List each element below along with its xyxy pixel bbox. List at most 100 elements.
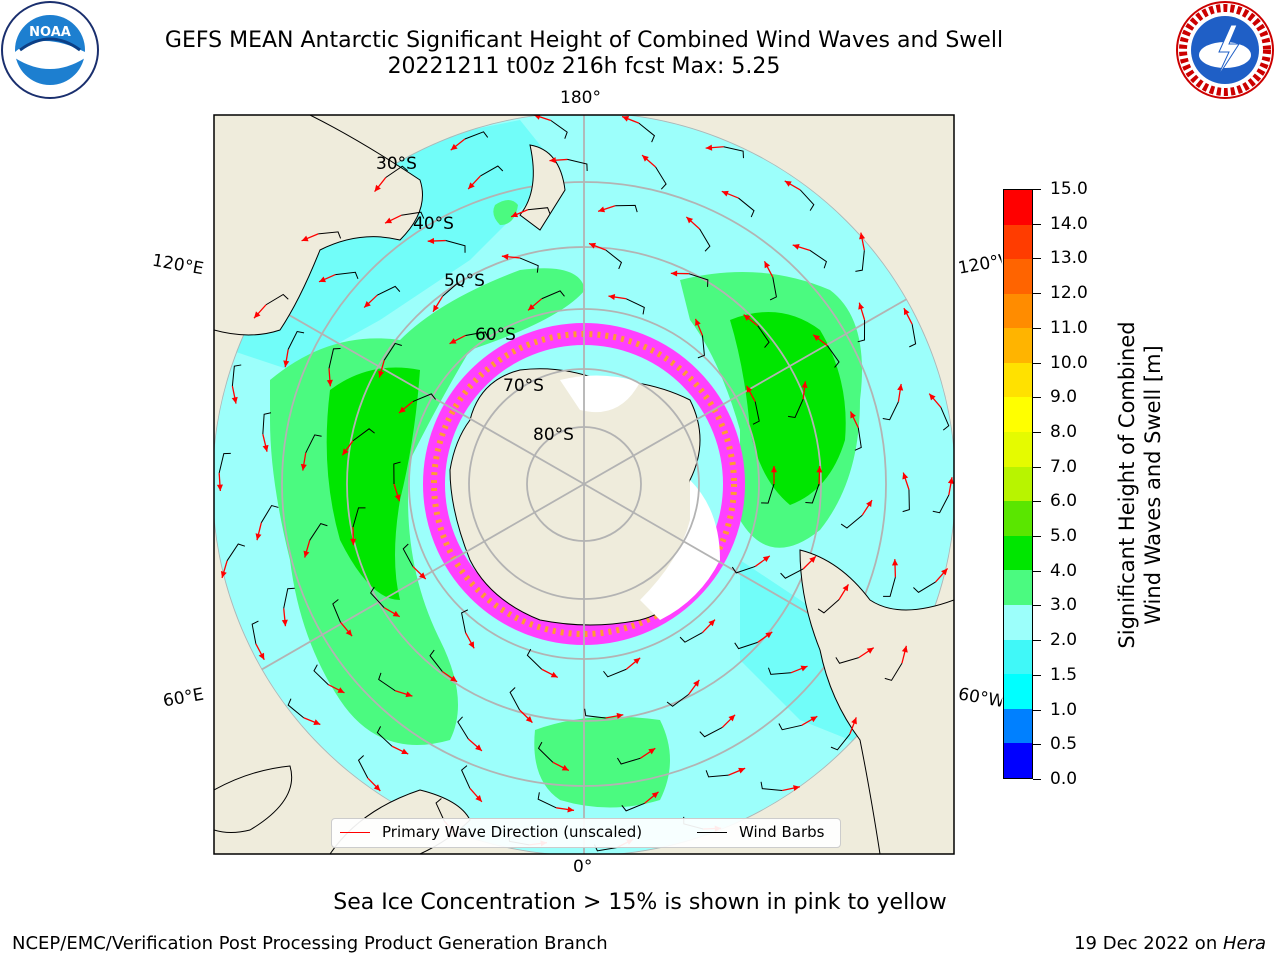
wave-direction-arrowhead: [475, 795, 482, 802]
wind-barb: [809, 249, 828, 269]
colorbar-segment: [1004, 189, 1032, 225]
colorbar-tick-label: 13.0: [1050, 248, 1088, 269]
sea-ice-note: Sea Ice Concentration > 15% is shown in …: [333, 890, 947, 915]
wave-direction-arrowhead: [373, 784, 381, 791]
wave-direction-arrowhead: [326, 379, 333, 387]
colorbar-segment: [1004, 708, 1032, 744]
wind-barb: [817, 599, 840, 614]
wave-direction-arrowhead: [816, 466, 823, 473]
wind-barb: [429, 649, 443, 672]
wave-direction-arrowhead: [762, 555, 770, 563]
colorbar-segment: [1004, 224, 1032, 260]
wave-direction-arrowhead: [216, 484, 223, 492]
wave-direction-arrowhead: [648, 748, 656, 755]
wind-barb: [616, 757, 641, 765]
chart-subtitle: 20221211 t00z 216h fcst Max: 5.25: [387, 54, 781, 79]
wave-region-4-5m-west: [326, 367, 420, 600]
wave-direction-arrowhead: [670, 270, 678, 277]
colorbar-tick: [1033, 431, 1041, 433]
colorbar-tick: [1033, 674, 1041, 676]
colorbar-title-line1: Significant Height of Combined: [1115, 321, 1139, 649]
wind-barb: [537, 741, 554, 763]
wind-barb: [752, 401, 760, 425]
colorbar-tick: [1033, 258, 1041, 260]
wave-direction-arrowhead: [374, 184, 381, 192]
wave-direction-arrowhead: [728, 714, 736, 722]
wave-direction-arrowhead: [262, 444, 269, 452]
wave-direction-arrowhead: [813, 334, 821, 341]
wave-direction-arrowhead: [708, 619, 715, 627]
wave-direction-arrowhead: [281, 619, 288, 627]
wave-direction-arrowhead: [318, 276, 326, 283]
colorbar-tick: [1033, 397, 1041, 399]
wind-barb: [697, 335, 705, 359]
footer-date-text: 19 Dec 2022 on: [1074, 933, 1223, 954]
wave-direction-arrowhead: [897, 383, 904, 391]
wind-barb: [788, 398, 804, 419]
wind-barb: [909, 324, 917, 348]
colorbar-tick-label: 14.0: [1050, 213, 1088, 234]
wave-direction-arrowhead: [929, 393, 936, 401]
colorbar-tick: [1033, 189, 1041, 190]
wave-direction-arrowhead: [598, 206, 606, 213]
wind-barb: [760, 781, 783, 791]
noaa-logo: NOAA: [1, 1, 99, 99]
colorbar-segment: [1004, 674, 1032, 709]
wind-barb: [827, 345, 840, 368]
wind-barb: [805, 483, 820, 504]
wave-direction-arrowhead: [633, 657, 641, 665]
wave-direction-arrowhead: [746, 385, 753, 393]
colorbar-tick-label: 6.0: [1050, 491, 1078, 512]
wave-direction-arrowhead: [891, 559, 899, 566]
wave-direction-arrowhead: [693, 679, 700, 687]
wave-direction-arrowhead: [800, 665, 808, 672]
wave-direction-arrowhead: [793, 785, 800, 792]
wind-barb: [313, 664, 329, 686]
wind-barb: [769, 277, 777, 301]
footer-date: 19 Dec 2022 on Hera: [1074, 933, 1266, 954]
wave-direction-arrowhead: [705, 144, 713, 151]
primary-wave-legend-label: Primary Wave Direction (unscaled): [382, 823, 643, 841]
colorbar-tick-label: 7.0: [1050, 456, 1078, 477]
wind-barb: [767, 667, 791, 675]
wave-direction-arrowhead: [902, 472, 909, 480]
colorbar-tick-label: 0.5: [1050, 734, 1078, 755]
wind-barb: [603, 668, 627, 678]
wave-direction-arrowhead: [534, 115, 541, 120]
colorbar-tick-label: 5.0: [1050, 526, 1078, 547]
wind-barb: [840, 514, 863, 529]
sea-ice-weddell: [640, 480, 720, 620]
colorbar-tick: [1033, 362, 1041, 364]
wave-direction-arrowhead: [941, 568, 948, 576]
wind-barb: [723, 146, 744, 159]
wind-barb-layer: [218, 120, 950, 852]
lat-label-80s: 80°S: [533, 425, 574, 445]
wind-barb: [913, 581, 936, 593]
colorbar-segment: [1004, 362, 1032, 398]
wave-direction-arrowhead: [792, 243, 800, 250]
wind-barb: [385, 165, 408, 178]
wind-barb: [780, 568, 804, 579]
wave-direction-arrowhead: [342, 448, 349, 456]
wind-barb: [519, 257, 539, 273]
wave-direction-arrowhead: [337, 687, 345, 693]
wave-direction-arrowhead: [567, 806, 575, 813]
lat-label-60s: 60°S: [475, 325, 516, 345]
colorbar-tick-label: 1.0: [1050, 699, 1078, 720]
wave-direction-arrowhead: [220, 571, 227, 578]
colorbar-segment: [1004, 432, 1032, 467]
wind-barb: [260, 504, 279, 523]
wave-direction-arrowhead: [810, 716, 818, 723]
wave-direction-arrowhead: [616, 712, 624, 719]
wave-direction-arrowhead: [258, 652, 265, 660]
wave-direction-arrowhead: [851, 717, 857, 725]
colorbar-tick-label: 10.0: [1050, 352, 1088, 373]
colorbar-tick: [1033, 293, 1041, 295]
wind-barb: [318, 231, 342, 239]
map-frame: [213, 114, 955, 855]
wave-direction-arrowhead: [433, 304, 439, 312]
wind-barb: [480, 165, 504, 177]
wave-direction-arrowhead: [394, 494, 401, 502]
wave-direction-arrowhead: [765, 631, 773, 639]
wave-direction-arrowhead: [801, 381, 808, 388]
